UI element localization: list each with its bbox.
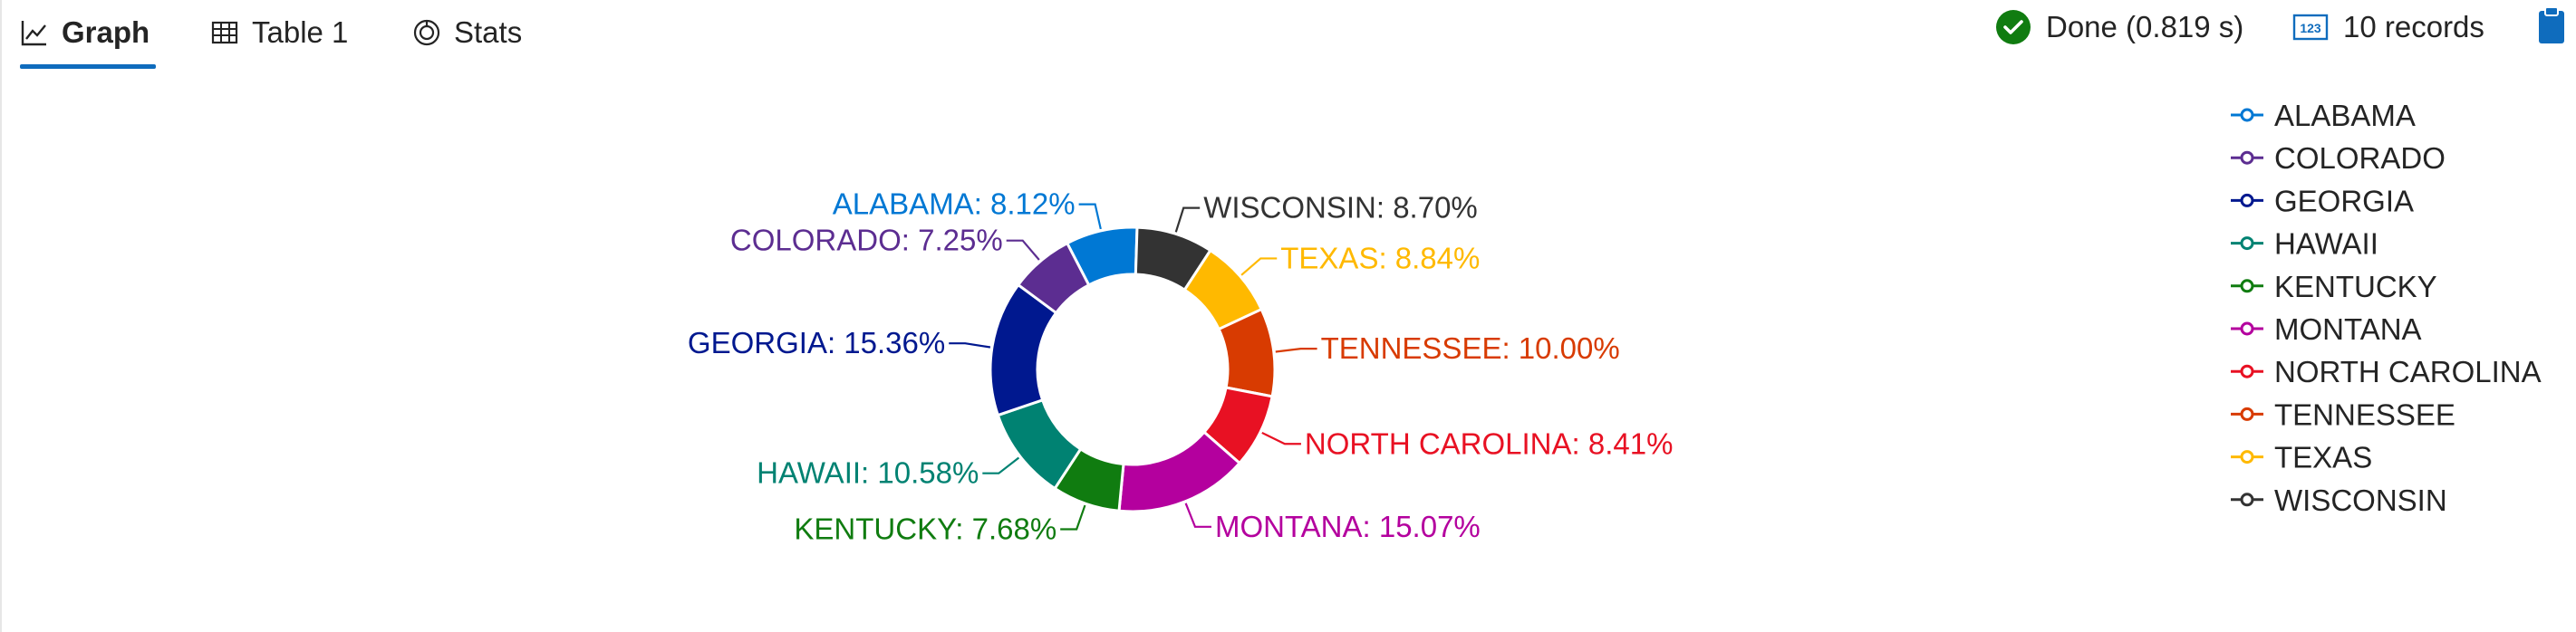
data-label-colorado: COLORADO: 7.25% <box>730 224 1003 257</box>
legend-item-texas[interactable]: TEXAS <box>2231 441 2372 474</box>
svg-text:123: 123 <box>2300 21 2321 35</box>
legend-item-kentucky[interactable]: KENTUCKY <box>2231 270 2437 303</box>
donut-chart: ALABAMA: 8.12% WISCONSIN: 8.70% TEXAS: 8.8… <box>688 99 2542 546</box>
legend-dot-marker <box>2240 150 2254 165</box>
data-label-montana: MONTANA: 15.07% <box>1215 510 1481 543</box>
tab-label: Stats <box>454 15 523 49</box>
legend-label: ALABAMA <box>2274 99 2416 132</box>
clipboard-icon[interactable] <box>2537 5 2566 45</box>
pane-divider <box>0 0 2 632</box>
data-label-georgia: GEORGIA: 15.36% <box>688 326 945 359</box>
legend-dot-marker <box>2240 108 2254 122</box>
number-box-icon: 123 <box>2292 14 2329 41</box>
legend-dot-marker <box>2240 193 2254 207</box>
legend-label: NORTH CAROLINA <box>2274 355 2542 388</box>
tab-stats[interactable]: Stats <box>412 0 522 65</box>
data-label-wisconsin: WISCONSIN: 8.70% <box>1203 191 1478 225</box>
legend-label: KENTUCKY <box>2274 270 2437 303</box>
active-tab-indicator <box>20 64 156 69</box>
legend-item-montana[interactable]: MONTANA <box>2231 312 2422 346</box>
legend-item-alabama[interactable]: ALABAMA <box>2231 99 2416 132</box>
legend-label: COLORADO <box>2274 141 2446 175</box>
data-label-texas: TEXAS: 8.84% <box>1280 241 1480 274</box>
leader-line-north-carolina <box>1261 431 1301 445</box>
tab-label: Graph <box>62 15 150 49</box>
graph-area: ALABAMA: 8.12% WISCONSIN: 8.70% TEXAS: 8.8… <box>0 72 2576 632</box>
check-circle-icon <box>1996 10 2031 44</box>
record-count-text: 10 records <box>2343 10 2484 43</box>
leader-line-hawaii <box>982 456 1020 474</box>
legend-label: WISCONSIN <box>2274 484 2447 517</box>
leader-line-texas <box>1240 257 1278 276</box>
data-label-alabama: ALABAMA: 8.12% <box>833 187 1076 221</box>
legend-dot-marker <box>2240 321 2254 336</box>
legend-item-georgia[interactable]: GEORGIA <box>2231 184 2414 217</box>
leader-line-montana <box>1184 503 1211 528</box>
leader-line-wisconsin <box>1174 206 1201 233</box>
slice-leader-lines <box>949 203 1317 531</box>
tab-label: Table 1 <box>252 15 349 49</box>
stats-icon <box>413 19 440 46</box>
slice-data-labels: ALABAMA: 8.12% WISCONSIN: 8.70% TEXAS: 8.8… <box>688 187 1674 546</box>
tab-table-1[interactable]: Table 1 <box>210 0 348 65</box>
data-label-kentucky: KENTUCKY: 7.68% <box>794 512 1056 545</box>
data-label-north-carolina: NORTH CAROLINA: 8.41% <box>1305 426 1674 460</box>
legend-label: HAWAII <box>2274 227 2378 261</box>
table-icon <box>211 21 238 44</box>
legend-label: TENNESSEE <box>2274 397 2455 431</box>
tab-graph[interactable]: Graph <box>20 0 156 69</box>
legend-label: TEXAS <box>2274 441 2372 474</box>
leader-line-alabama <box>1078 203 1102 230</box>
slice-colorado[interactable] <box>1016 241 1091 315</box>
data-label-hawaii: HAWAII: 10.58% <box>757 456 979 490</box>
legend-item-wisconsin[interactable]: WISCONSIN <box>2231 484 2447 517</box>
leader-line-georgia <box>949 342 991 349</box>
donut-slices <box>989 225 1277 513</box>
legend-dot-marker <box>2240 450 2254 464</box>
legend-dot-marker <box>2240 279 2254 293</box>
leader-line-tennessee <box>1275 347 1317 353</box>
record-count: 123 10 records <box>2292 0 2484 54</box>
legend-item-north-carolina[interactable]: NORTH CAROLINA <box>2231 355 2542 388</box>
data-label-tennessee: TENNESSEE: 10.00% <box>1321 331 1620 365</box>
legend-dot-marker <box>2240 364 2254 378</box>
legend-dot-marker <box>2240 407 2254 421</box>
legend-label: GEORGIA <box>2274 184 2414 217</box>
query-status: Done (0.819 s) <box>1995 0 2243 54</box>
status-done-text: Done (0.819 s) <box>2046 10 2244 43</box>
legend-dot-marker <box>2240 493 2254 507</box>
legend-item-colorado[interactable]: COLORADO <box>2231 141 2446 175</box>
results-tab-bar: Graph Table 1 Stats Done (0.819 s) <box>0 0 2576 72</box>
line-chart-icon <box>21 21 46 46</box>
leader-line-kentucky <box>1060 504 1086 531</box>
legend-label: MONTANA <box>2274 312 2422 346</box>
chart-legend: ALABAMA COLORADO GEORGIA HAWAII KENTUCKY MONT… <box>2231 99 2542 517</box>
legend-dot-marker <box>2240 236 2254 251</box>
legend-item-tennessee[interactable]: TENNESSEE <box>2231 397 2455 431</box>
leader-line-colorado <box>1006 239 1040 261</box>
legend-item-hawaii[interactable]: HAWAII <box>2231 227 2378 261</box>
